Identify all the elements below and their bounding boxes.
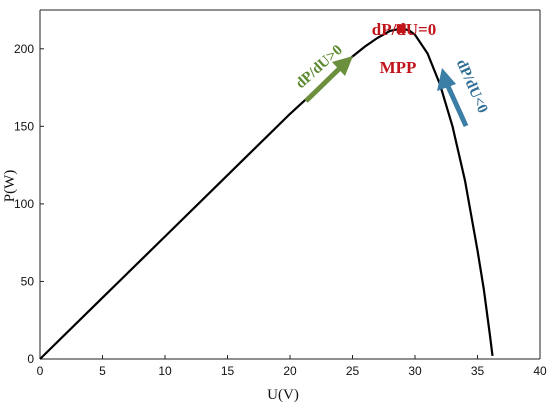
x-tick-label: 5 [99,364,106,378]
mpp-condition-label: dP/dU=0 [372,20,436,39]
y-tick-label: 200 [14,42,34,56]
mpp-label: MPP [380,58,417,77]
x-tick-label: 0 [37,364,44,378]
x-tick-label: 35 [471,364,485,378]
y-tick-label: 150 [14,119,34,133]
pv-curve-line [39,27,494,360]
x-tick-label: 15 [221,364,235,378]
right-slope-arrow [437,68,469,128]
x-ticks: 0 5 10 15 20 25 30 35 40 [37,355,547,378]
x-tick-label: 10 [158,364,172,378]
x-tick-label: 30 [408,364,422,378]
y-tick-label: 50 [21,274,35,288]
x-axis-title: U(V) [267,387,299,403]
mpp-marker [396,24,406,34]
y-axis-title: P(W) [2,170,18,203]
y-tick-label: 100 [14,197,34,211]
x-tick-label: 20 [283,364,297,378]
left-arrow-shaft [304,66,342,103]
left-arrow-head [332,56,353,76]
y-ticks: 0 50 100 150 200 [14,42,44,366]
left-slope-arrow [304,56,353,103]
right-arrow-shaft [444,82,469,128]
right-arrow-head [437,68,456,91]
x-tick-label: 25 [346,364,360,378]
y-tick-label: 0 [27,352,34,366]
x-tick-label: 40 [533,364,547,378]
